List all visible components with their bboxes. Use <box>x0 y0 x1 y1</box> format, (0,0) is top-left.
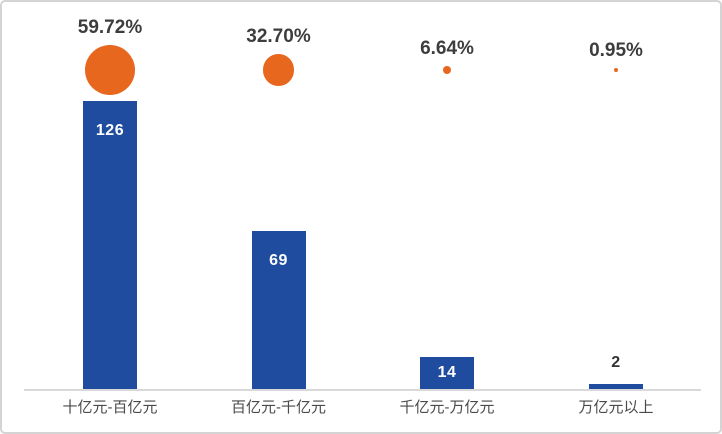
percent-bubble <box>613 67 619 73</box>
percent-bubble <box>85 45 135 95</box>
bar-value-label: 126 <box>95 122 125 139</box>
percent-label: 59.72% <box>77 17 143 38</box>
percent-label: 6.64% <box>420 38 474 59</box>
category-label: 十亿元-百亿元 <box>62 399 158 416</box>
bar-value-label: 14 <box>437 364 457 381</box>
category-label: 万亿元以上 <box>578 399 654 416</box>
count-bar: 14 <box>420 357 474 389</box>
percent-bubble <box>443 66 451 74</box>
count-bar <box>589 384 643 389</box>
count-bar: 126 <box>83 101 137 389</box>
percent-label: 0.95% <box>589 39 643 61</box>
bar-value-label: 69 <box>269 252 288 269</box>
count-bar: 69 <box>251 231 306 389</box>
percent-bubble <box>262 54 295 86</box>
category-label: 百亿元-千亿元 <box>231 399 326 416</box>
percent-label: 32.70% <box>246 26 311 48</box>
x-axis-line <box>24 389 701 391</box>
category-label: 千亿元-万亿元 <box>399 399 495 416</box>
bar-value-label: 2 <box>611 354 621 371</box>
